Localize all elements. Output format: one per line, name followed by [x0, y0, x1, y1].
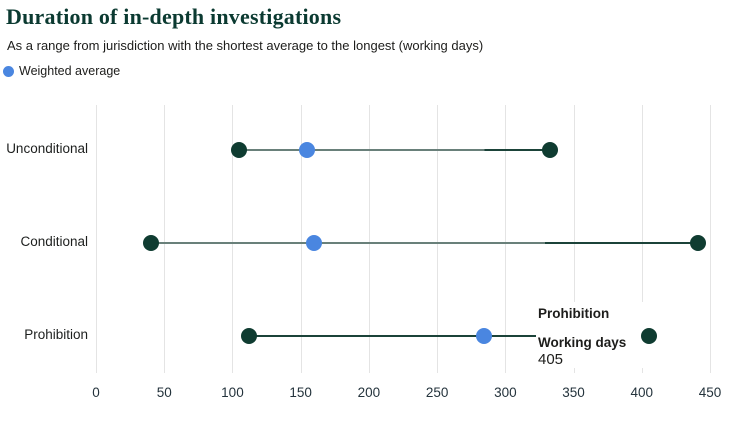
x-tick-100: 100 [221, 385, 244, 400]
max-dot-unconditional[interactable] [542, 142, 559, 158]
gridline-150 [300, 105, 302, 373]
tooltip-metric-label: Working days [538, 335, 627, 350]
gridline-350 [573, 105, 575, 373]
legend: Weighted average [3, 64, 120, 78]
chart-subtitle: As a range from jurisdiction with the sh… [7, 38, 484, 53]
x-tick-0: 0 [92, 385, 100, 400]
min-dot-prohibition[interactable] [240, 328, 257, 344]
weighted-average-dot-prohibition[interactable] [475, 328, 492, 344]
tooltip: Prohibition Working days 405 [536, 302, 644, 368]
weighted-average-legend-dot-icon [3, 65, 14, 77]
x-tick-200: 200 [357, 385, 381, 400]
max-dot-prohibition[interactable] [640, 328, 657, 344]
gridline-100 [232, 105, 234, 373]
min-dot-unconditional[interactable] [231, 142, 248, 158]
gridline-200 [368, 105, 370, 373]
x-tick-450: 450 [698, 385, 722, 400]
max-dot-conditional[interactable] [689, 235, 706, 251]
range-line-prohibition [248, 335, 649, 337]
x-tick-350: 350 [562, 385, 585, 400]
x-tick-250: 250 [425, 385, 449, 400]
range-line-conditional [150, 242, 698, 244]
tooltip-value: 405 [538, 350, 564, 368]
x-tick-300: 300 [494, 385, 517, 400]
x-tick-50: 50 [156, 385, 172, 400]
x-tick-400: 400 [630, 385, 654, 400]
weighted-average-dot-conditional[interactable] [306, 235, 323, 251]
chart-title: Duration of in-depth investigations [6, 4, 342, 29]
tooltip-title: Prohibition [538, 306, 610, 321]
gridline-0 [96, 105, 97, 373]
row-label-prohibition: Prohibition [24, 327, 88, 342]
min-dot-conditional[interactable] [142, 235, 159, 251]
gridline-50 [164, 105, 166, 373]
legend-label: Weighted average [19, 64, 121, 78]
row-label-conditional: Conditional [20, 234, 88, 249]
weighted-average-dot-unconditional[interactable] [299, 142, 316, 158]
gridline-250 [437, 105, 439, 373]
range-line-unconditional [239, 149, 551, 151]
gridline-300 [505, 105, 507, 373]
x-tick-150: 150 [289, 385, 312, 400]
gridline-450 [710, 105, 711, 373]
row-label-unconditional: Unconditional [6, 141, 88, 156]
gridline-400 [641, 105, 643, 373]
